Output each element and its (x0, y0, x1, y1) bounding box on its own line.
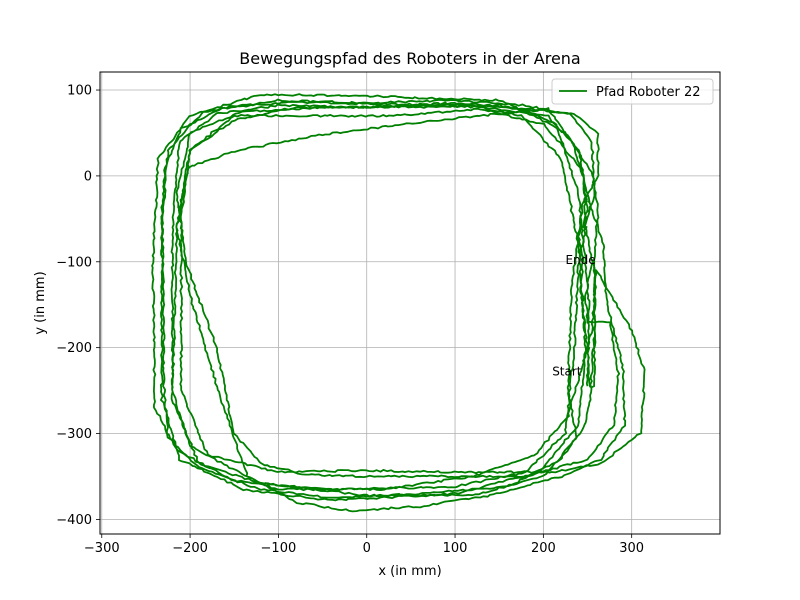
annotation-ende: Ende (565, 253, 595, 267)
x-tick-label: 100 (443, 541, 468, 556)
y-tick-label: 100 (67, 84, 92, 99)
x-axis-label: x (in mm) (378, 564, 441, 579)
y-tick-label: −300 (56, 427, 92, 442)
x-tick-label: 300 (619, 541, 644, 556)
x-tick-label: −300 (84, 541, 120, 556)
x-tick-label: −100 (261, 541, 297, 556)
x-tick-label: 0 (363, 541, 371, 556)
grid (100, 72, 720, 534)
x-tick-label: 200 (531, 541, 556, 556)
legend-box (551, 78, 714, 105)
plot-frame (99, 71, 721, 535)
y-axis-label: y (in mm) (33, 271, 48, 334)
annotations: Start Ende (552, 253, 595, 379)
series-path-line (151, 93, 646, 513)
annotation-start: Start (552, 365, 582, 379)
y-tick-label: −100 (56, 255, 92, 270)
legend: Pfad Roboter 22 (551, 78, 714, 105)
legend-label: Pfad Roboter 22 (596, 85, 701, 100)
chart-title: Bewegungspfad des Roboters in der Arena (239, 49, 580, 68)
x-tick-label: −200 (172, 541, 208, 556)
y-tick-label: −200 (56, 341, 92, 356)
y-tick-label: 0 (84, 169, 92, 184)
axis-ticks: −300 −200 −100 0 100 200 300 −400 −300 −200 −100 0 1… (56, 84, 644, 556)
plot-data (151, 93, 646, 513)
y-tick-label: −400 (56, 513, 92, 528)
